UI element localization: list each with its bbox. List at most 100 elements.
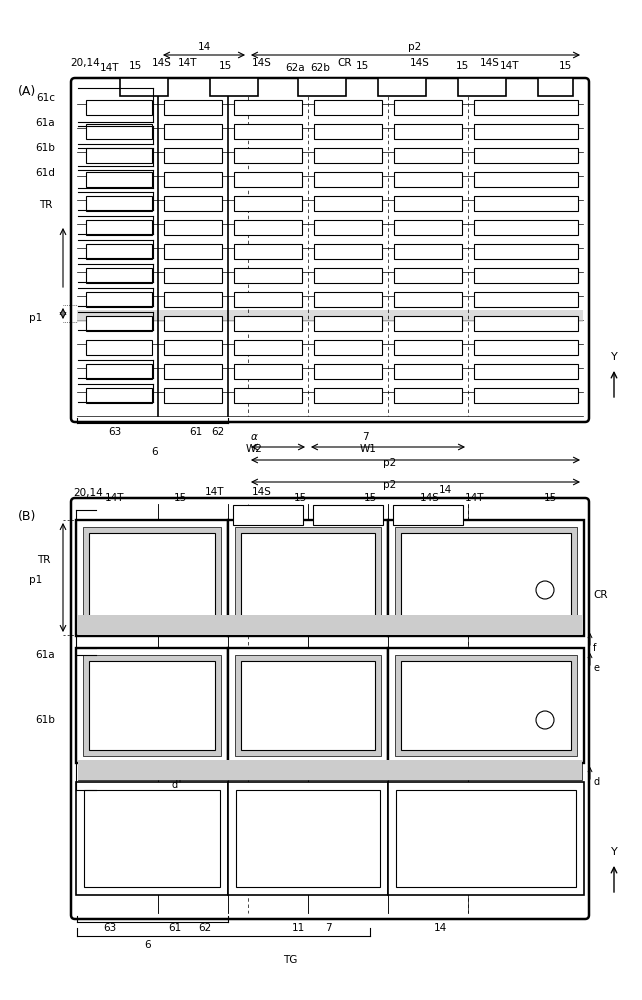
Text: 61a: 61a (35, 650, 55, 660)
Text: p+: p+ (341, 511, 355, 521)
Text: 14S: 14S (480, 58, 500, 68)
Text: 14T: 14T (205, 487, 225, 497)
Bar (314, 292, 382, 307)
Bar (234, 388, 302, 403)
Text: α: α (250, 432, 257, 442)
Bar (228, 648, 388, 763)
Bar (86, 292, 152, 307)
Text: TG: TG (283, 955, 297, 965)
Bar (234, 172, 302, 187)
Bar (394, 100, 462, 115)
Bar (234, 292, 302, 307)
Text: f: f (593, 643, 596, 653)
Bar (86, 268, 152, 283)
Bar (234, 148, 302, 163)
Bar (241, 661, 375, 750)
Text: p+: p+ (261, 511, 275, 521)
Bar (164, 340, 222, 355)
Bar (234, 244, 302, 259)
Bar (234, 340, 302, 355)
Bar (86, 100, 152, 115)
Text: 61a: 61a (35, 118, 55, 128)
Bar (474, 340, 578, 355)
Text: a: a (282, 528, 288, 538)
Bar (233, 505, 303, 525)
Text: b: b (322, 528, 328, 538)
Bar (86, 172, 152, 187)
Text: p2: p2 (383, 480, 397, 490)
Bar (314, 388, 382, 403)
Text: 14T: 14T (465, 493, 485, 503)
Bar (395, 655, 577, 756)
Text: 15: 15 (218, 61, 232, 71)
Text: (A): (A) (18, 85, 36, 98)
Text: n+: n+ (301, 570, 315, 580)
Text: CR: CR (593, 590, 607, 600)
Bar (86, 148, 152, 163)
Bar (78, 760, 582, 780)
Bar (164, 388, 222, 403)
FancyBboxPatch shape (71, 78, 589, 422)
Text: 61b: 61b (35, 143, 55, 153)
Text: 14T: 14T (178, 58, 198, 68)
Bar (474, 244, 578, 259)
Bar (84, 790, 220, 887)
Text: 61: 61 (189, 427, 203, 437)
Text: d: d (172, 780, 178, 790)
Bar (388, 782, 584, 895)
Bar (474, 388, 578, 403)
Bar (474, 268, 578, 283)
Bar (86, 388, 152, 403)
Bar (401, 533, 571, 623)
Bar (394, 244, 462, 259)
Bar (120, 78, 168, 96)
Bar (78, 615, 582, 635)
Text: p1: p1 (29, 575, 42, 585)
Text: 14T: 14T (105, 493, 125, 503)
Bar (474, 292, 578, 307)
Bar (394, 388, 462, 403)
Bar (388, 648, 584, 763)
Bar (314, 268, 382, 283)
Text: c: c (547, 715, 552, 725)
Bar (396, 790, 576, 887)
Bar (538, 78, 573, 96)
Bar (394, 172, 462, 187)
Bar (314, 124, 382, 139)
Bar (394, 220, 462, 235)
Text: 61c: 61c (36, 93, 55, 103)
Bar (394, 124, 462, 139)
Text: 63: 63 (108, 427, 121, 437)
Bar (314, 220, 382, 235)
Text: 14S: 14S (410, 58, 430, 68)
Bar (234, 220, 302, 235)
Text: 14S: 14S (252, 487, 272, 497)
Bar (164, 172, 222, 187)
Text: 15: 15 (363, 493, 377, 503)
Text: n+: n+ (145, 550, 159, 560)
Text: 15: 15 (128, 61, 142, 71)
FancyBboxPatch shape (71, 498, 589, 919)
Bar (77, 310, 583, 322)
Bar (394, 268, 462, 283)
Bar (236, 790, 380, 887)
Bar (164, 244, 222, 259)
Text: 7: 7 (325, 923, 331, 933)
Bar (86, 124, 152, 139)
Bar (241, 533, 375, 623)
Bar (234, 316, 302, 331)
Bar (164, 100, 222, 115)
Text: p1: p1 (29, 313, 42, 323)
Bar (314, 148, 382, 163)
Bar (474, 100, 578, 115)
Text: 14S: 14S (252, 58, 272, 68)
Bar (164, 220, 222, 235)
Bar (474, 220, 578, 235)
Bar (474, 364, 578, 379)
Text: c: c (517, 528, 523, 538)
Bar (164, 196, 222, 211)
Text: 62: 62 (211, 427, 225, 437)
Bar (235, 527, 381, 629)
Text: 14T: 14T (500, 61, 520, 71)
Text: 15: 15 (455, 61, 469, 71)
